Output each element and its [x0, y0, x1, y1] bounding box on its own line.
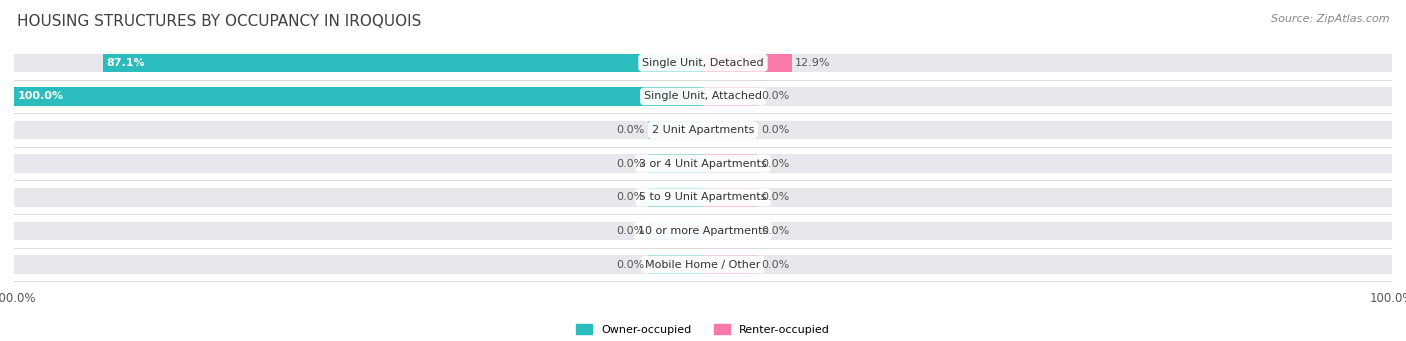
Bar — [703, 154, 1392, 173]
Bar — [14, 255, 703, 274]
Bar — [703, 154, 758, 173]
Bar — [703, 87, 1392, 106]
Legend: Owner-occupied, Renter-occupied: Owner-occupied, Renter-occupied — [576, 324, 830, 335]
Bar — [648, 255, 703, 274]
Text: Single Unit, Attached: Single Unit, Attached — [644, 91, 762, 101]
Text: 0.0%: 0.0% — [616, 192, 644, 202]
Text: 2 Unit Apartments: 2 Unit Apartments — [652, 125, 754, 135]
Bar — [14, 87, 703, 106]
Bar — [103, 54, 703, 72]
Text: 5 to 9 Unit Apartments: 5 to 9 Unit Apartments — [640, 192, 766, 202]
Bar — [703, 222, 758, 240]
Text: 0.0%: 0.0% — [762, 125, 790, 135]
Bar — [14, 222, 703, 240]
Text: 0.0%: 0.0% — [762, 159, 790, 169]
Text: Mobile Home / Other: Mobile Home / Other — [645, 260, 761, 270]
Bar — [648, 188, 703, 207]
Bar — [648, 121, 703, 139]
Bar — [703, 121, 758, 139]
Bar — [703, 222, 1392, 240]
Bar — [703, 188, 758, 207]
Bar — [703, 255, 1392, 274]
Bar — [14, 54, 703, 72]
Text: 0.0%: 0.0% — [616, 125, 644, 135]
Text: 0.0%: 0.0% — [616, 260, 644, 270]
Text: 0.0%: 0.0% — [616, 159, 644, 169]
Text: 0.0%: 0.0% — [762, 192, 790, 202]
Text: Single Unit, Detached: Single Unit, Detached — [643, 58, 763, 68]
Bar — [648, 154, 703, 173]
Bar — [703, 54, 792, 72]
Bar — [14, 154, 703, 173]
Text: 10 or more Apartments: 10 or more Apartments — [638, 226, 768, 236]
Text: 0.0%: 0.0% — [616, 226, 644, 236]
Bar — [648, 222, 703, 240]
Bar — [703, 188, 1392, 207]
Text: 100.0%: 100.0% — [17, 91, 63, 101]
Bar — [703, 87, 758, 106]
Text: HOUSING STRUCTURES BY OCCUPANCY IN IROQUOIS: HOUSING STRUCTURES BY OCCUPANCY IN IROQU… — [17, 14, 422, 29]
Text: 12.9%: 12.9% — [796, 58, 831, 68]
Bar — [703, 255, 758, 274]
Text: 87.1%: 87.1% — [107, 58, 145, 68]
Bar — [703, 54, 1392, 72]
Text: Source: ZipAtlas.com: Source: ZipAtlas.com — [1271, 14, 1389, 24]
Text: 0.0%: 0.0% — [762, 226, 790, 236]
Text: 3 or 4 Unit Apartments: 3 or 4 Unit Apartments — [640, 159, 766, 169]
Bar — [14, 188, 703, 207]
Text: 0.0%: 0.0% — [762, 260, 790, 270]
Bar — [14, 87, 703, 106]
Bar — [703, 121, 1392, 139]
Bar — [14, 121, 703, 139]
Text: 0.0%: 0.0% — [762, 91, 790, 101]
